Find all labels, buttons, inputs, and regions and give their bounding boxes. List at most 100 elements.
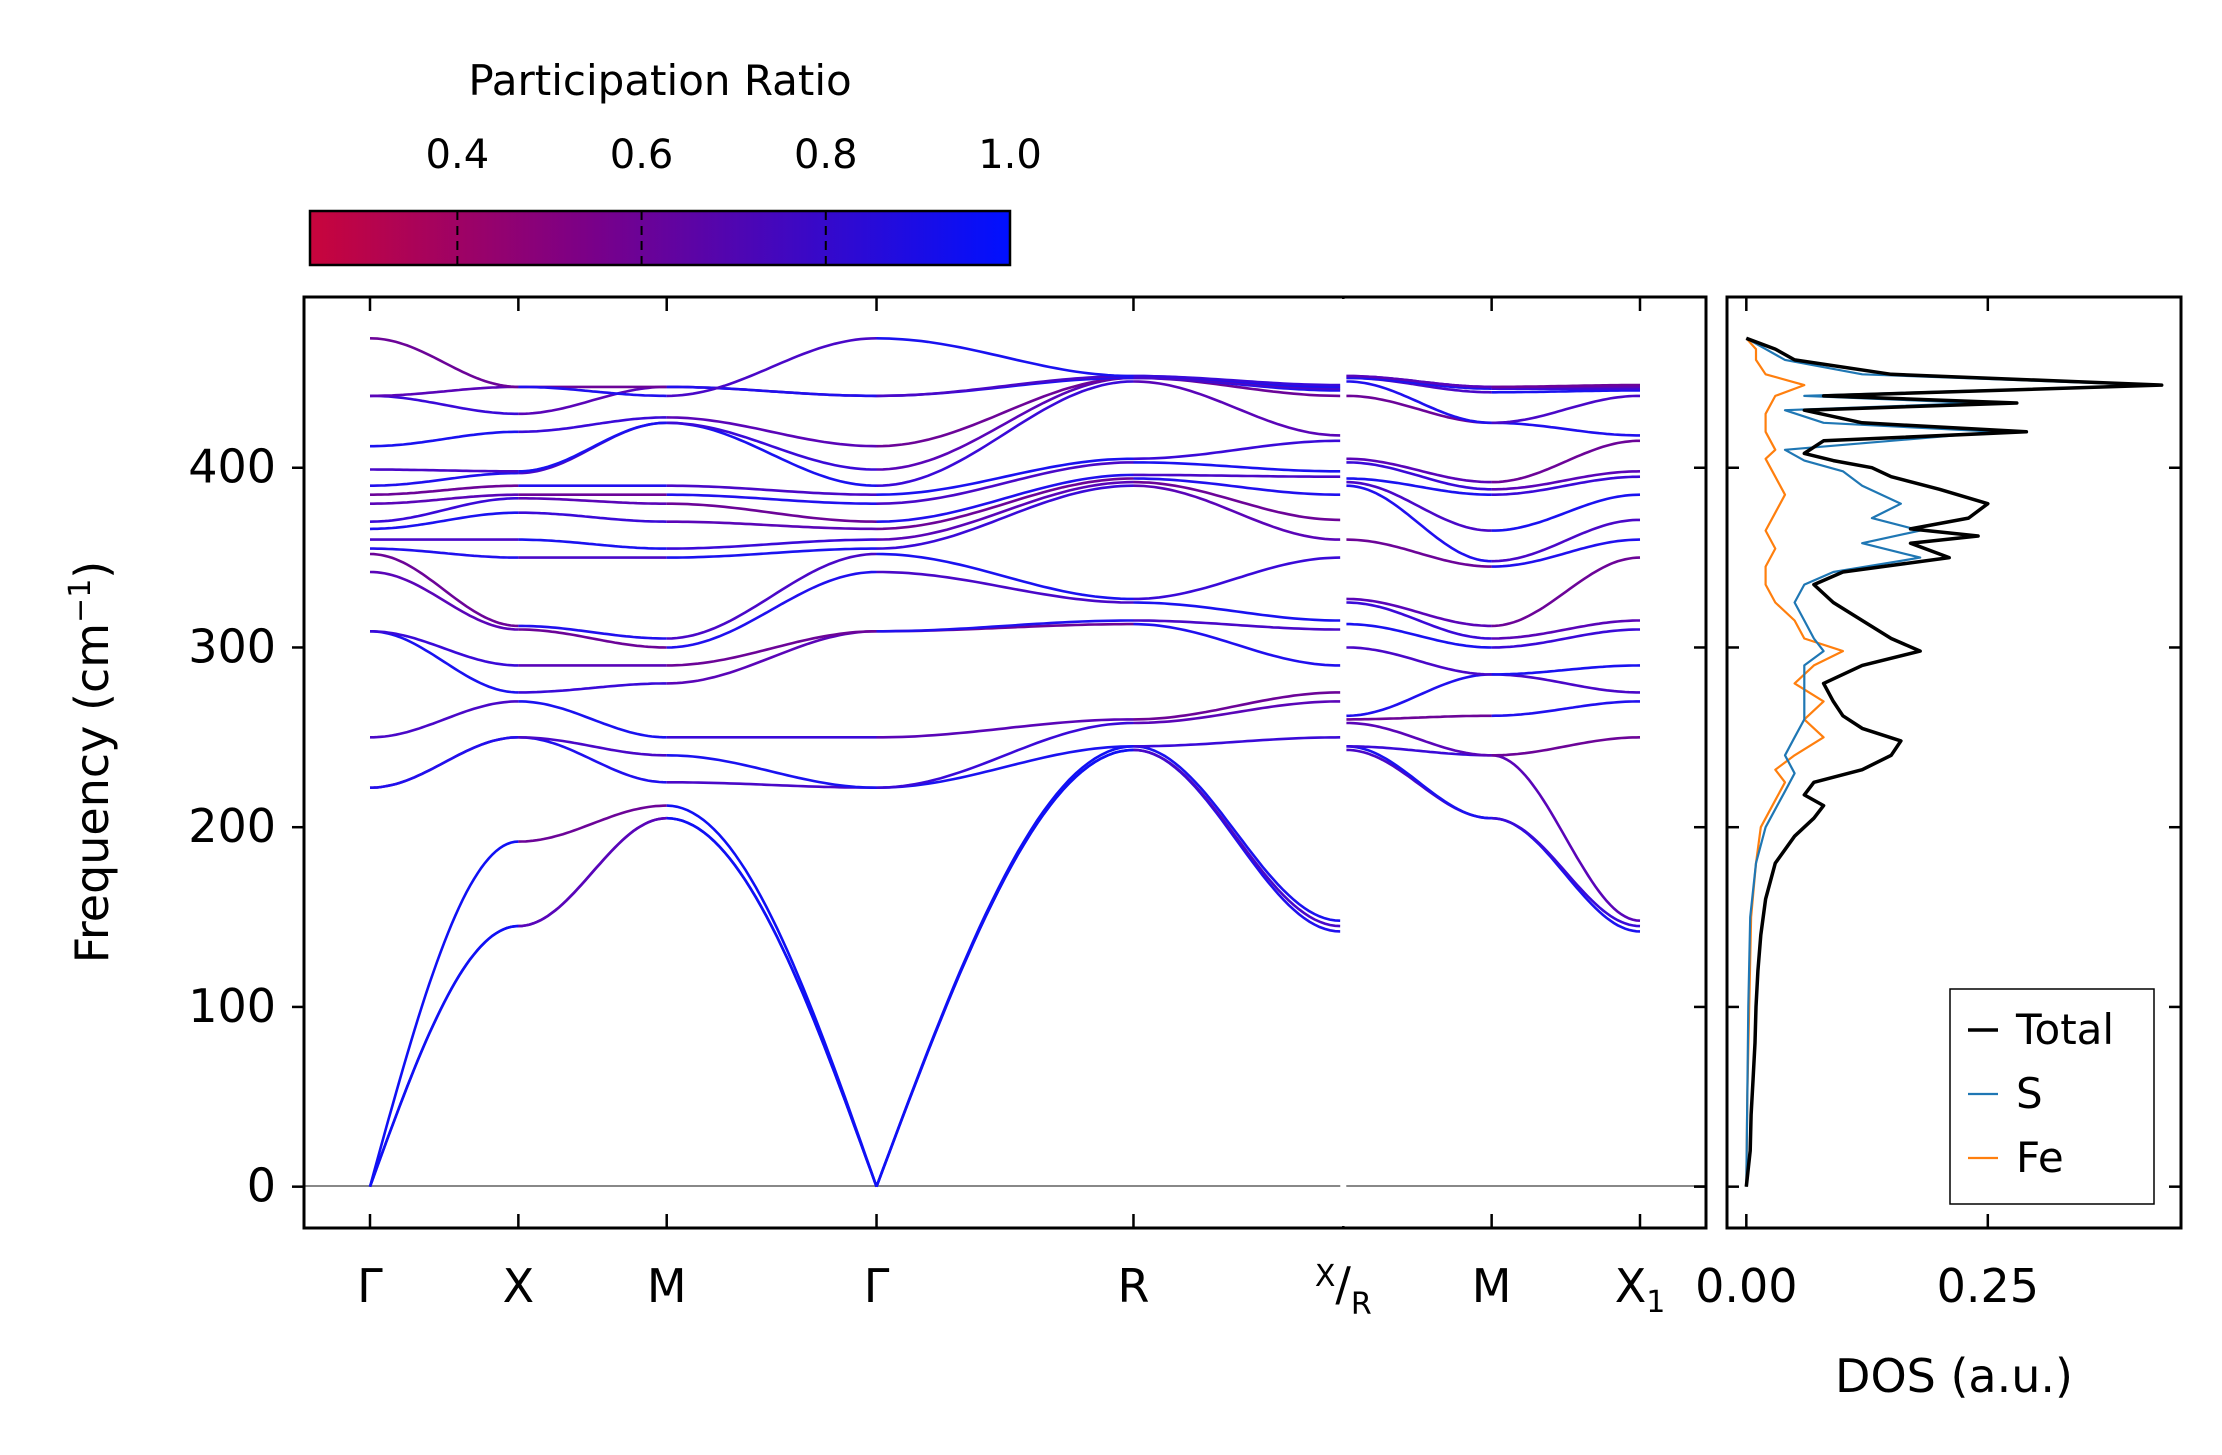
dos-tick-label: 0.00 [1695, 1259, 1797, 1313]
phonon-band-line [1133, 622, 1341, 667]
phonon-band-line [368, 840, 519, 1188]
phonon-band-line [368, 924, 519, 1188]
phonon-band-line [876, 718, 1134, 739]
phonon-band-line [1346, 721, 1492, 757]
phonon-band-line [666, 385, 877, 398]
phonon-band-line [666, 552, 877, 640]
phonon-band-line [518, 816, 667, 928]
phonon-band-line [369, 552, 519, 628]
kpath-label-x1-main: X [1615, 1259, 1647, 1313]
kpath-label: M [1472, 1259, 1512, 1313]
phonon-band-line [666, 502, 877, 523]
frequency-tick-label: 200 [188, 799, 276, 853]
phonon-band-line [666, 630, 877, 667]
phonon-band-line [1133, 374, 1341, 387]
phonon-band-line [666, 754, 877, 789]
phonon-band-line [666, 520, 877, 531]
phonon-band-line [1491, 383, 1640, 389]
frequency-axis-label-close: ) [65, 561, 119, 579]
phonon-band-line [518, 682, 667, 694]
frequency-tick-label: 300 [188, 619, 276, 673]
phonon-band-line [370, 700, 519, 739]
dos-legend: Total S Fe [1949, 988, 2155, 1205]
phonon-band-line [666, 630, 877, 685]
phonon-band-line [1133, 700, 1341, 725]
kpath-label-break-bottom: R [1351, 1287, 1372, 1322]
phonon-band-line [1346, 646, 1492, 676]
phonon-band-line [1133, 439, 1341, 461]
phonon-band-line [1491, 619, 1640, 640]
phonon-band-line [1491, 493, 1641, 532]
phonon-band-line [1346, 601, 1492, 640]
phonon-band-line [518, 421, 667, 473]
phonon-band-line [1491, 736, 1641, 757]
phonon-band-line [666, 570, 877, 649]
phonon-band-line [876, 552, 1134, 601]
phonon-band-line [876, 457, 1134, 496]
frequency-tick-label: 0 [247, 1159, 276, 1213]
phonon-band-line [1133, 691, 1341, 721]
phonon-band-line [876, 376, 1134, 448]
phonon-band-line [1491, 628, 1640, 649]
phonon-band-line [369, 511, 519, 531]
kpath-label: M [647, 1259, 687, 1313]
phonon-band-line [876, 461, 1134, 505]
legend-items: Total S Fe [1968, 1005, 2114, 1182]
phonon-band-line [1346, 538, 1492, 568]
phonon-band-line [1346, 673, 1492, 718]
phonon-band-line [1491, 700, 1640, 718]
phonon-band-line [1491, 518, 1640, 563]
phonon-band-line [666, 547, 877, 559]
phonon-band-line [1491, 754, 1641, 922]
phonon-band-line [1491, 556, 1641, 628]
phonon-band-line [1491, 475, 1641, 496]
phonon-band-line [876, 380, 1134, 487]
phonon-band-line [370, 468, 519, 473]
phonon-band-line [666, 781, 877, 789]
phonon-band-line [369, 736, 519, 789]
phonon-band-line [876, 619, 1134, 633]
phonon-band-line [1133, 745, 1341, 922]
kpath-label: R [1117, 1259, 1149, 1313]
phonon-band-line [1133, 601, 1341, 622]
colorbar-tick-label: 0.6 [610, 132, 674, 178]
kpath-label-break-slash: / [1335, 1257, 1351, 1311]
phonon-band-line [1491, 421, 1640, 437]
phonon-band-line [518, 511, 667, 523]
colorbar-tick-label: 1.0 [978, 132, 1042, 178]
phonon-band-line [518, 538, 667, 550]
phonon-band-line [875, 748, 1134, 1188]
dos-axis-label: DOS (a.u.) [1835, 1349, 2073, 1403]
phonon-band-line [1133, 619, 1341, 631]
phonon-band-line [1133, 473, 1341, 478]
legend-label-s: S [2016, 1069, 2043, 1118]
phonon-band-line [518, 385, 667, 416]
phonon-band-line [876, 374, 1134, 398]
phonon-band-line [1346, 597, 1492, 628]
phonon-band-line [369, 337, 519, 389]
phonon-band-line [1133, 380, 1341, 437]
phonon-band-line [876, 570, 1134, 604]
legend-label-total: Total [2015, 1005, 2114, 1054]
frequency-axis-ticks: 0 100 200 300 400 [188, 440, 1706, 1213]
phonon-band-line [1133, 376, 1341, 390]
kpath-label-x1: X1 [1615, 1259, 1666, 1320]
dos-panel: 0.00 0.25 DOS (a.u.) Total S Fe [1695, 295, 2183, 1403]
phonon-band-line [518, 416, 667, 434]
phonon-band-line [666, 816, 878, 1188]
colorbar: Participation Ratio 0.4 0.6 0.8 1.0 [308, 56, 1042, 267]
frequency-axis-label: Frequency (cm−1) [63, 561, 119, 964]
phonon-band-line [1133, 480, 1341, 522]
phonon-band-line [370, 430, 519, 448]
phonon-band-line [875, 748, 1134, 1188]
phonon-band-line [1346, 745, 1492, 757]
phonon-band-line [1346, 622, 1492, 649]
phonon-band-line [369, 630, 519, 694]
phonon-band-line [518, 628, 667, 649]
phonon-band-line [1491, 394, 1640, 425]
kpath-label: Γ [357, 1259, 383, 1313]
phonon-band-line [1491, 389, 1640, 394]
phonon-band-line [1491, 816, 1641, 928]
phonon-band-line [1346, 477, 1492, 496]
